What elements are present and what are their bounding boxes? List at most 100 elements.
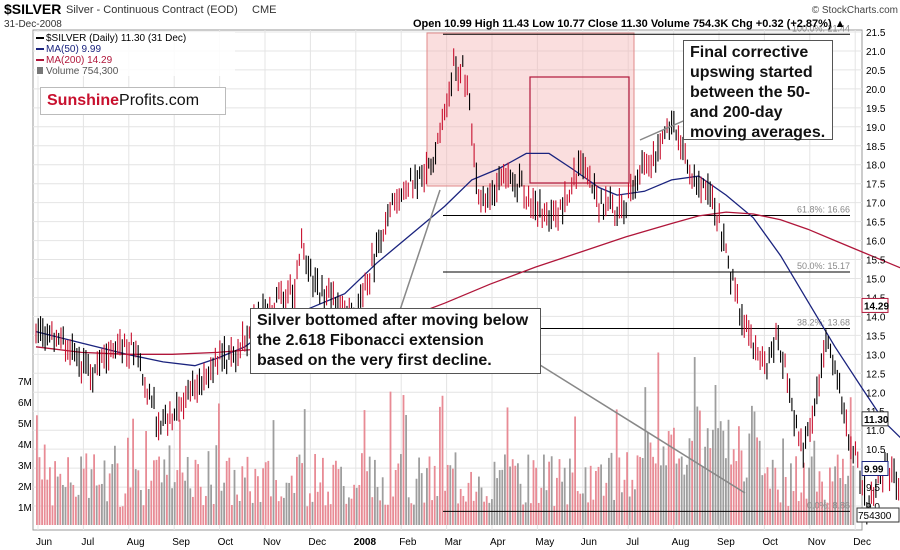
volume-bar xyxy=(696,406,699,525)
volume-bar xyxy=(324,505,327,525)
volume-bar xyxy=(436,496,439,525)
volume-bar xyxy=(712,429,714,525)
volume-bar xyxy=(615,409,618,525)
volume-bar xyxy=(345,503,348,525)
volume-bar xyxy=(691,440,693,525)
volume-bar xyxy=(478,476,480,525)
volume-bar xyxy=(51,505,54,525)
y-tick-label: 18.5 xyxy=(866,142,886,153)
volume-bar xyxy=(147,489,150,525)
volume-bar xyxy=(38,457,41,525)
volume-bar xyxy=(524,502,527,525)
volume-bar xyxy=(244,477,246,525)
volume-bar xyxy=(514,465,517,525)
volume-bar xyxy=(72,484,75,525)
volume-bar xyxy=(631,479,634,525)
corrective-upswing-box xyxy=(529,76,630,184)
volume-bar xyxy=(800,492,803,525)
volume-bar xyxy=(316,491,319,525)
volume-bar xyxy=(384,504,387,525)
volume-bar xyxy=(218,403,220,525)
volume-bar xyxy=(106,501,108,525)
y-tick-label: 20.0 xyxy=(866,85,886,96)
volume-bar xyxy=(517,463,519,525)
volume-bar xyxy=(779,502,782,525)
volume-bar xyxy=(64,487,67,525)
volume-bar xyxy=(397,463,400,525)
volume-bar xyxy=(485,496,488,525)
volume-bar xyxy=(379,500,381,525)
volume-bar xyxy=(634,489,636,525)
volume-tick-label: 1M xyxy=(18,503,32,514)
volume-bar xyxy=(823,499,826,525)
volume-bar xyxy=(249,491,251,525)
volume-bar xyxy=(571,472,574,525)
volume-bar xyxy=(418,457,420,525)
volume-bar xyxy=(821,481,823,525)
volume-bar xyxy=(553,505,556,525)
volume-bar xyxy=(548,461,550,525)
volume-bar xyxy=(847,475,849,525)
volume-bar xyxy=(842,458,844,525)
volume-bar xyxy=(774,467,777,525)
volume-bar xyxy=(88,497,90,525)
volume-bar xyxy=(179,419,181,525)
x-tick-label: Oct xyxy=(218,537,234,548)
y-tick-label: 10.5 xyxy=(866,445,886,456)
volume-bar xyxy=(470,471,472,525)
y-tick-label: 13.5 xyxy=(866,331,886,342)
volume-bar xyxy=(363,410,366,525)
volume-bar xyxy=(829,467,831,525)
last-close-tag: 11.30 xyxy=(864,415,889,426)
volume-bar xyxy=(444,490,446,525)
volume-bar xyxy=(303,409,306,525)
volume-bar xyxy=(93,454,95,525)
volume-bar xyxy=(480,487,483,525)
volume-bar xyxy=(540,487,543,525)
volume-bar xyxy=(311,501,314,525)
volume-bar xyxy=(745,477,748,525)
volume-bar xyxy=(803,462,805,525)
volume-bar xyxy=(342,486,345,525)
volume-bar xyxy=(223,482,225,525)
last-volume-tag: 754300 xyxy=(858,511,892,522)
volume-bar xyxy=(90,469,93,525)
volume-bar xyxy=(381,477,384,525)
header-exchange: CME xyxy=(252,4,276,16)
volume-bar xyxy=(134,469,137,525)
volume-bar xyxy=(584,467,587,525)
volume-bar xyxy=(795,456,797,525)
volume-bar xyxy=(210,484,212,525)
x-tick-label: Dec xyxy=(853,537,871,548)
volume-bar xyxy=(813,440,816,525)
volume-bar xyxy=(259,501,262,525)
volume-bar xyxy=(751,405,753,525)
volume-bar xyxy=(319,482,322,525)
volume-bar xyxy=(407,497,410,525)
volume-bar xyxy=(168,445,171,525)
volume-tick-label: 4M xyxy=(18,440,32,451)
y-tick-label: 19.0 xyxy=(866,123,886,134)
x-tick-label: Nov xyxy=(263,537,281,548)
x-tick-label: Sep xyxy=(172,537,190,548)
volume-bar xyxy=(400,454,402,525)
volume-bar xyxy=(454,452,457,525)
volume-tick-label: 2M xyxy=(18,482,32,493)
volume-bar xyxy=(220,490,223,525)
volume-tick-label: 5M xyxy=(18,419,32,430)
volume-bars xyxy=(36,352,855,525)
volume-bar xyxy=(491,499,493,525)
volume-tick-label: 6M xyxy=(18,398,32,409)
volume-bar xyxy=(114,445,116,525)
volume-bar xyxy=(597,466,600,525)
volume-bar xyxy=(792,491,795,525)
volume-bar xyxy=(205,495,207,525)
ma200-line xyxy=(35,211,900,355)
volume-bar xyxy=(251,502,254,525)
volume-bar xyxy=(43,444,46,525)
volume-bar xyxy=(618,457,621,525)
volume-bar xyxy=(41,479,43,525)
volume-bar xyxy=(808,467,810,525)
volume-bar xyxy=(709,448,712,525)
volume-bar xyxy=(371,497,374,525)
